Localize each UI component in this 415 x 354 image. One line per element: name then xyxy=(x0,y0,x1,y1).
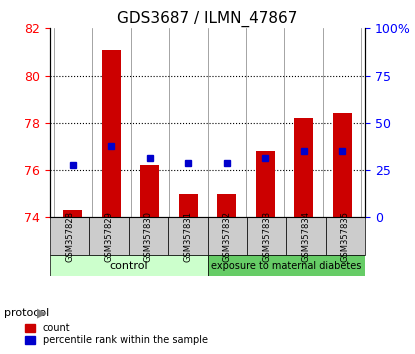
Text: GSM357832: GSM357832 xyxy=(223,211,232,262)
Text: ▶: ▶ xyxy=(37,307,47,320)
Bar xyxy=(178,194,198,217)
FancyBboxPatch shape xyxy=(208,217,247,256)
Bar xyxy=(63,210,83,217)
FancyBboxPatch shape xyxy=(50,256,208,276)
FancyBboxPatch shape xyxy=(208,256,365,276)
FancyBboxPatch shape xyxy=(286,217,326,256)
Title: GDS3687 / ILMN_47867: GDS3687 / ILMN_47867 xyxy=(117,11,298,27)
Bar xyxy=(102,50,121,217)
Bar xyxy=(294,118,313,217)
Bar xyxy=(140,165,159,217)
Text: exposure to maternal diabetes: exposure to maternal diabetes xyxy=(211,261,361,271)
Text: GSM357831: GSM357831 xyxy=(183,211,192,262)
Text: control: control xyxy=(109,261,148,271)
FancyBboxPatch shape xyxy=(129,217,168,256)
Bar xyxy=(332,113,352,217)
Text: GSM357828: GSM357828 xyxy=(65,211,74,262)
Text: protocol: protocol xyxy=(4,308,49,318)
Text: GSM357834: GSM357834 xyxy=(302,211,310,262)
FancyBboxPatch shape xyxy=(89,217,129,256)
Legend: count, percentile rank within the sample: count, percentile rank within the sample xyxy=(22,319,212,349)
FancyBboxPatch shape xyxy=(50,217,89,256)
Text: GSM357835: GSM357835 xyxy=(341,211,350,262)
Bar xyxy=(217,194,237,217)
Text: GSM357830: GSM357830 xyxy=(144,211,153,262)
FancyBboxPatch shape xyxy=(247,217,286,256)
Text: GSM357829: GSM357829 xyxy=(105,211,113,262)
Text: GSM357833: GSM357833 xyxy=(262,211,271,262)
Bar xyxy=(256,151,275,217)
FancyBboxPatch shape xyxy=(326,217,365,256)
FancyBboxPatch shape xyxy=(168,217,208,256)
